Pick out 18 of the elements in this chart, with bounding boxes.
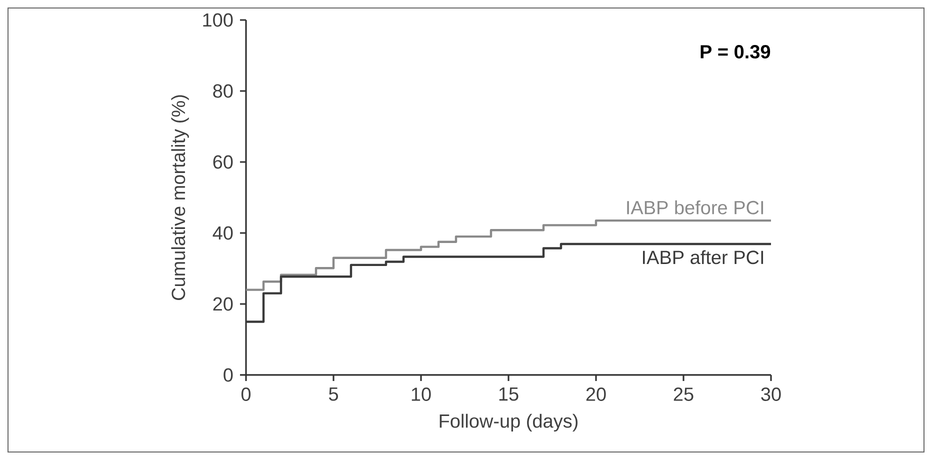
y-tick-label: 100: [203, 13, 233, 27]
x-tick-label: 15: [499, 388, 518, 401]
y-tick-label: 40: [212, 226, 233, 240]
y-tick-label: 20: [213, 297, 233, 311]
series-label: IABP before PCI: [627, 200, 764, 214]
y-tick-label: 0: [224, 368, 233, 382]
x-tick-label: 0: [241, 388, 251, 401]
y-tick-label: 60: [213, 155, 233, 169]
x-tick-label: 30: [761, 388, 781, 401]
y-tick-label: 80: [213, 84, 233, 98]
x-tick-label: 20: [586, 388, 606, 401]
x-tick-label: 5: [328, 388, 338, 401]
y-axis-title: Cumulative mortality (%): [171, 95, 189, 300]
x-tick-label: 25: [674, 388, 694, 401]
series-label: IABP after PCI: [643, 250, 764, 264]
x-tick-label: 10: [412, 388, 431, 401]
x-axis-title: Follow-up (days): [440, 414, 578, 432]
annotation: P = 0.39: [700, 45, 770, 59]
